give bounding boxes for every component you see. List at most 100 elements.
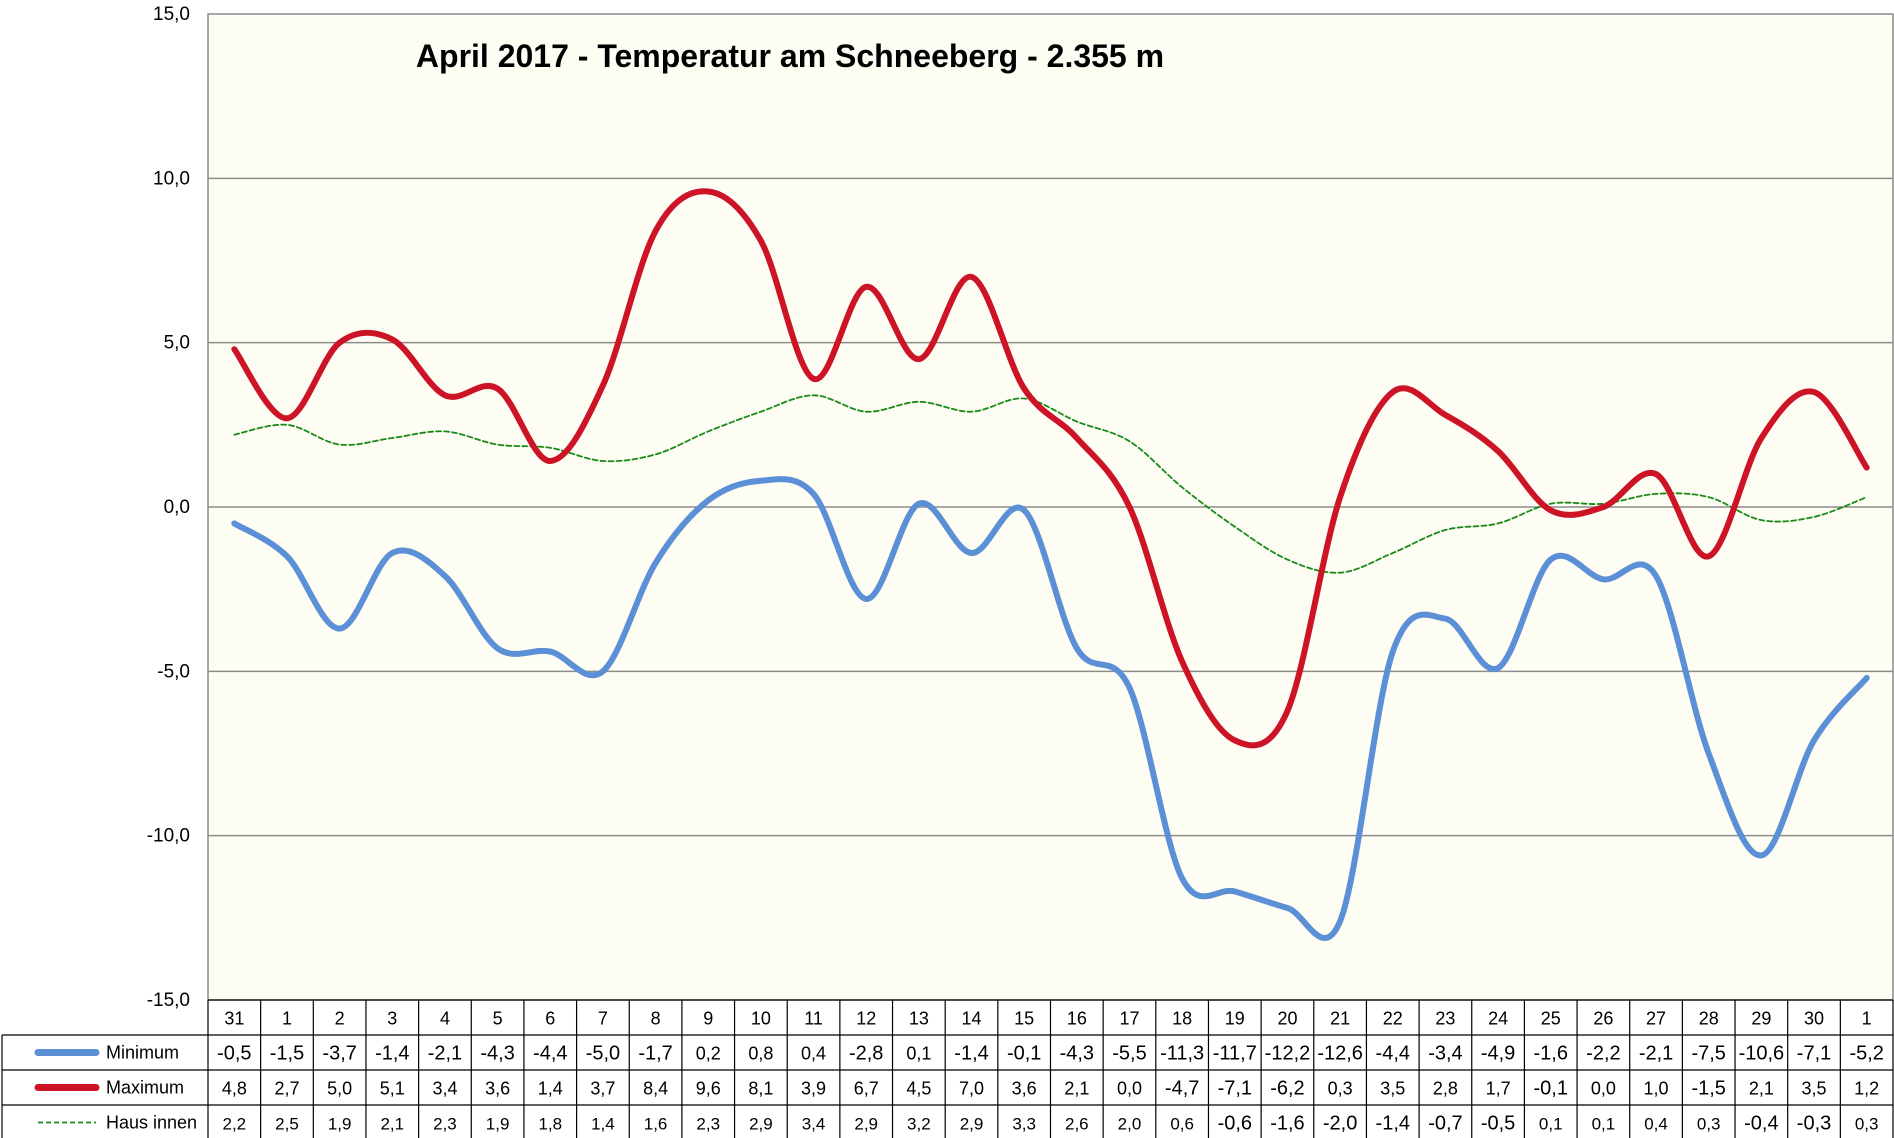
data-label: 6,7 (854, 1079, 879, 1099)
x-tick-label: 11 (804, 1009, 823, 1029)
x-tick-label: 15 (1014, 1009, 1034, 1029)
x-tick-label: 18 (1172, 1009, 1192, 1029)
data-label: 0,4 (801, 1044, 826, 1064)
data-label: 5,0 (327, 1079, 352, 1099)
data-label: 0,1 (1539, 1115, 1563, 1134)
data-label: -7,1 (1797, 1043, 1831, 1065)
data-label: -2,1 (428, 1043, 462, 1065)
y-tick-label: -15,0 (147, 990, 190, 1011)
data-label: 7,0 (959, 1079, 984, 1099)
data-label: 2,5 (275, 1115, 299, 1134)
data-label: -2,2 (1586, 1043, 1620, 1065)
data-label: 2,9 (854, 1115, 878, 1134)
data-label: 0,1 (1592, 1115, 1616, 1134)
x-tick-label: 16 (1067, 1009, 1087, 1029)
data-label: 3,6 (485, 1079, 510, 1099)
data-label: 0,8 (748, 1044, 773, 1064)
data-label: -2,0 (1323, 1113, 1357, 1135)
data-label: -1,4 (375, 1043, 409, 1065)
data-label: -1,5 (1691, 1078, 1725, 1100)
data-label: -1,6 (1270, 1113, 1304, 1135)
x-tick-label: 6 (545, 1009, 555, 1029)
data-label: -10,6 (1739, 1043, 1785, 1065)
data-label: 1,0 (1644, 1079, 1669, 1099)
data-label: 3,3 (1012, 1115, 1036, 1134)
legend-label: Minimum (106, 1043, 179, 1063)
data-label: -4,3 (1060, 1043, 1094, 1065)
data-label: 1,2 (1854, 1079, 1879, 1099)
data-label: -1,4 (954, 1043, 988, 1065)
data-label: 3,6 (1012, 1079, 1037, 1099)
x-tick-label: 25 (1541, 1009, 1561, 1029)
data-label: 2,1 (1749, 1079, 1774, 1099)
data-label: 3,7 (590, 1079, 615, 1099)
data-label: 0,2 (696, 1044, 721, 1064)
data-label: -6,2 (1270, 1078, 1304, 1100)
x-tick-label: 23 (1435, 1009, 1455, 1029)
data-label: -5,2 (1849, 1043, 1883, 1065)
x-tick-label: 1 (1862, 1009, 1872, 1029)
y-tick-label: -10,0 (147, 826, 190, 847)
data-label: 3,4 (802, 1115, 826, 1134)
data-label: 0,4 (1644, 1115, 1668, 1134)
data-label: -11,3 (1160, 1043, 1204, 1065)
x-tick-label: 8 (651, 1009, 661, 1029)
data-label: -2,1 (1639, 1043, 1673, 1065)
data-label: -0,1 (1007, 1043, 1041, 1065)
x-tick-label: 26 (1593, 1009, 1613, 1029)
data-label: 1,9 (328, 1115, 352, 1134)
data-label: -0,1 (1534, 1078, 1568, 1100)
x-tick-label: 13 (909, 1009, 929, 1029)
data-label: 3,4 (432, 1079, 457, 1099)
data-label: -7,1 (1218, 1078, 1252, 1100)
x-tick-label: 19 (1225, 1009, 1245, 1029)
data-label: 0,3 (1855, 1115, 1879, 1134)
data-label: 2,2 (223, 1115, 247, 1134)
x-tick-label: 31 (224, 1009, 244, 1029)
data-label: 2,1 (380, 1115, 404, 1134)
data-label: 2,6 (1065, 1115, 1089, 1134)
data-label: 0,6 (1170, 1115, 1194, 1134)
series-line-minimum (231, 476, 1870, 941)
data-label: -11,7 (1213, 1043, 1257, 1065)
x-tick-label: 24 (1488, 1009, 1508, 1029)
series-line-maximum (231, 188, 1870, 749)
x-tick-label: 28 (1699, 1009, 1719, 1029)
data-label: 0,0 (1117, 1079, 1142, 1099)
x-tick-label: 22 (1383, 1009, 1403, 1029)
x-tick-label: 20 (1277, 1009, 1297, 1029)
data-label: -0,3 (1797, 1113, 1831, 1135)
x-tick-label: 4 (440, 1009, 450, 1029)
data-label: -0,7 (1428, 1113, 1462, 1135)
data-label: 1,6 (644, 1115, 668, 1134)
x-tick-label: 10 (751, 1009, 771, 1029)
data-label: 9,6 (696, 1079, 721, 1099)
x-tick-label: 5 (493, 1009, 503, 1029)
grid-lines (208, 177, 1893, 837)
data-label: -0,5 (217, 1043, 251, 1065)
data-label: 1,8 (538, 1115, 562, 1134)
data-label: 0,0 (1591, 1079, 1616, 1099)
y-axis-ticks: 15,0 10,0 5,0 0,0 -5,0 -10,0 -15,0 (147, 4, 190, 1011)
data-label: -1,4 (1376, 1113, 1410, 1135)
data-label: 8,1 (748, 1079, 773, 1099)
y-tick-label: 10,0 (153, 168, 190, 189)
y-tick-label: 0,0 (164, 497, 190, 518)
x-tick-label: 1 (282, 1009, 292, 1029)
data-label: 2,9 (749, 1115, 773, 1134)
data-label: 2,1 (1064, 1079, 1089, 1099)
data-label: 3,2 (907, 1115, 931, 1134)
x-tick-label: 17 (1119, 1009, 1139, 1029)
data-label: 4,8 (222, 1079, 247, 1099)
data-label: 2,7 (274, 1079, 299, 1099)
x-tick-label: 27 (1646, 1009, 1666, 1029)
series-line-haus-innen (233, 394, 1868, 574)
data-label: 1,7 (1486, 1079, 1511, 1099)
data-label: 5,1 (380, 1079, 405, 1099)
data-label: -0,6 (1218, 1113, 1252, 1135)
data-label: -5,0 (586, 1043, 620, 1065)
data-label: 1,4 (538, 1079, 563, 1099)
data-label: 4,5 (906, 1079, 931, 1099)
data-label: 0,1 (906, 1044, 931, 1064)
